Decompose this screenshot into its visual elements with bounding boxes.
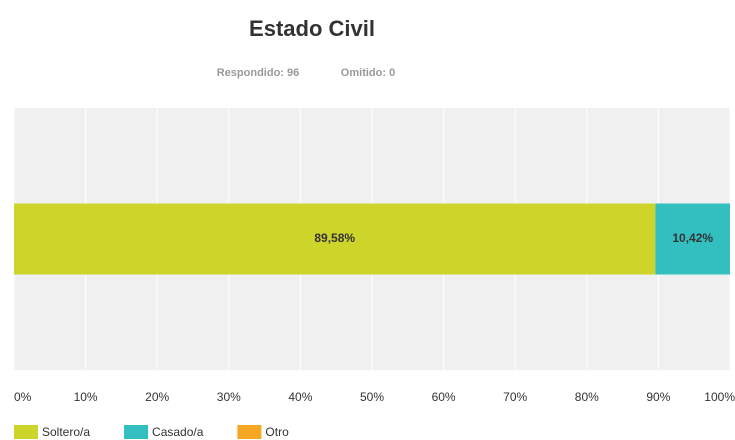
legend-swatch xyxy=(14,425,38,439)
x-tick-label: 30% xyxy=(217,390,241,404)
x-tick-label: 0% xyxy=(14,390,32,404)
x-tick-label: 70% xyxy=(503,390,527,404)
x-tick-label: 90% xyxy=(646,390,670,404)
chart-title: Estado Civil xyxy=(249,16,375,41)
legend-swatch xyxy=(124,425,149,439)
data-label: 89,58% xyxy=(314,231,355,245)
x-tick-label: 100% xyxy=(704,390,735,404)
bar-segment xyxy=(14,203,656,275)
x-tick-label: 50% xyxy=(360,390,384,404)
legend-label: Casado/a xyxy=(152,425,204,439)
x-tick-label: 10% xyxy=(74,390,98,404)
bar-segment xyxy=(655,203,730,275)
x-tick-label: 20% xyxy=(145,390,169,404)
x-tick-label: 40% xyxy=(288,390,312,404)
legend-swatch xyxy=(237,425,262,439)
legend-label: Soltero/a xyxy=(42,425,90,439)
subtitle: Omitido: 0 xyxy=(341,67,395,79)
x-tick-label: 60% xyxy=(432,390,456,404)
x-tick-label: 80% xyxy=(575,390,599,404)
subtitle: Respondido: 96 xyxy=(217,67,300,79)
legend-label: Otro xyxy=(265,425,289,439)
data-label: 10,42% xyxy=(672,231,713,245)
